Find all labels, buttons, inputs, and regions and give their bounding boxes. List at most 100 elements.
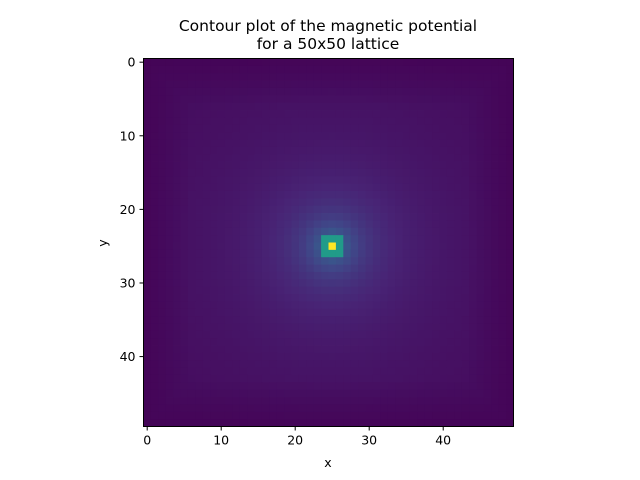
heatmap-cell [424,352,433,361]
heatmap-cell [350,308,359,317]
heatmap-cell [483,146,492,155]
heatmap-cell [432,374,440,383]
heatmap-cell [217,382,226,391]
heatmap-cell [165,161,174,170]
heatmap-cell [150,220,159,229]
heatmap-cell [461,286,470,295]
heatmap-cell [409,132,418,140]
heatmap-cell [158,323,167,332]
heatmap-cell [350,80,359,89]
heatmap-cell [210,117,218,126]
heatmap-cell [439,87,448,96]
heatmap-cell [202,110,211,118]
heatmap-cell [195,176,204,185]
heatmap-cell [395,382,403,391]
heatmap-cell [454,419,463,427]
heatmap-cell [335,87,344,96]
heatmap-cell [261,87,270,96]
heatmap-cell [417,382,426,391]
heatmap-cell [195,279,204,288]
heatmap-cell [461,279,470,288]
heatmap-cell [224,117,233,126]
heatmap-cell [313,242,322,251]
heatmap-cell [454,102,463,111]
heatmap-cell [432,183,440,192]
heatmap-cell [232,161,241,170]
heatmap-cell [143,257,152,265]
heatmap-cell [165,58,174,67]
heatmap-cell [158,161,167,170]
heatmap-cell [350,213,359,221]
heatmap-cell [372,367,381,376]
heatmap-cell [491,73,500,81]
heatmap-cell [247,352,255,361]
heatmap-cell [358,117,366,126]
heatmap-cell [254,279,263,288]
heatmap-cell [498,294,507,302]
heatmap-cell [298,183,307,192]
heatmap-cell [291,161,300,170]
heatmap-cell [387,124,396,133]
heatmap-cell [180,176,189,185]
heatmap-cell [306,301,315,310]
heatmap-cell [343,132,352,140]
heatmap-cell [335,220,344,229]
heatmap-cell [239,389,248,398]
heatmap-cell [284,80,292,89]
heatmap-cell [328,286,337,295]
heatmap-cell [358,419,366,427]
heatmap-cell [224,352,233,361]
heatmap-cell [469,316,477,324]
heatmap-cell [387,419,396,427]
heatmap-cell [402,58,411,67]
heatmap-cell [298,198,307,207]
heatmap-cell [328,139,337,148]
heatmap-cell [187,404,196,413]
heatmap-cell [424,271,433,280]
heatmap-cell [454,301,463,310]
heatmap-cell [358,257,366,265]
heatmap-cell [387,294,396,302]
heatmap-cell [350,73,359,81]
heatmap-cell [276,338,285,346]
heatmap-cell [402,87,411,96]
heatmap-cell [150,301,159,310]
heatmap-cell [195,102,204,111]
heatmap-cell [372,316,381,324]
heatmap-cell [224,301,233,310]
heatmap-cell [202,294,211,302]
heatmap-cell [387,227,396,236]
heatmap-cell [261,154,270,162]
heatmap-cell [276,227,285,236]
heatmap-cell [150,154,159,162]
heatmap-cell [343,345,352,354]
heatmap-cell [498,132,507,140]
heatmap-cell [269,419,278,427]
heatmap-cell [180,294,189,302]
heatmap-cell [409,198,418,207]
heatmap-cell [380,132,389,140]
heatmap-cell [350,360,359,369]
heatmap-cell [269,102,278,111]
heatmap-cell [506,65,514,74]
heatmap-cell [173,65,181,74]
heatmap-cell [439,139,448,148]
heatmap-cell [328,345,337,354]
heatmap-cell [321,117,329,126]
heatmap-cell [143,58,152,67]
heatmap-cell [276,95,285,104]
heatmap-cell [402,397,411,405]
heatmap-cell [269,271,278,280]
heatmap-cell [380,205,389,214]
heatmap-cell [180,168,189,177]
heatmap-cell [269,374,278,383]
heatmap-cell [454,213,463,221]
heatmap-cell [143,146,152,155]
heatmap-cell [306,161,315,170]
heatmap-cell [202,220,211,229]
y-tick-label: 20 [120,202,136,217]
heatmap-cell [165,235,174,243]
heatmap-cell [232,176,241,185]
heatmap-cell [158,360,167,369]
heatmap-cell [439,58,448,67]
